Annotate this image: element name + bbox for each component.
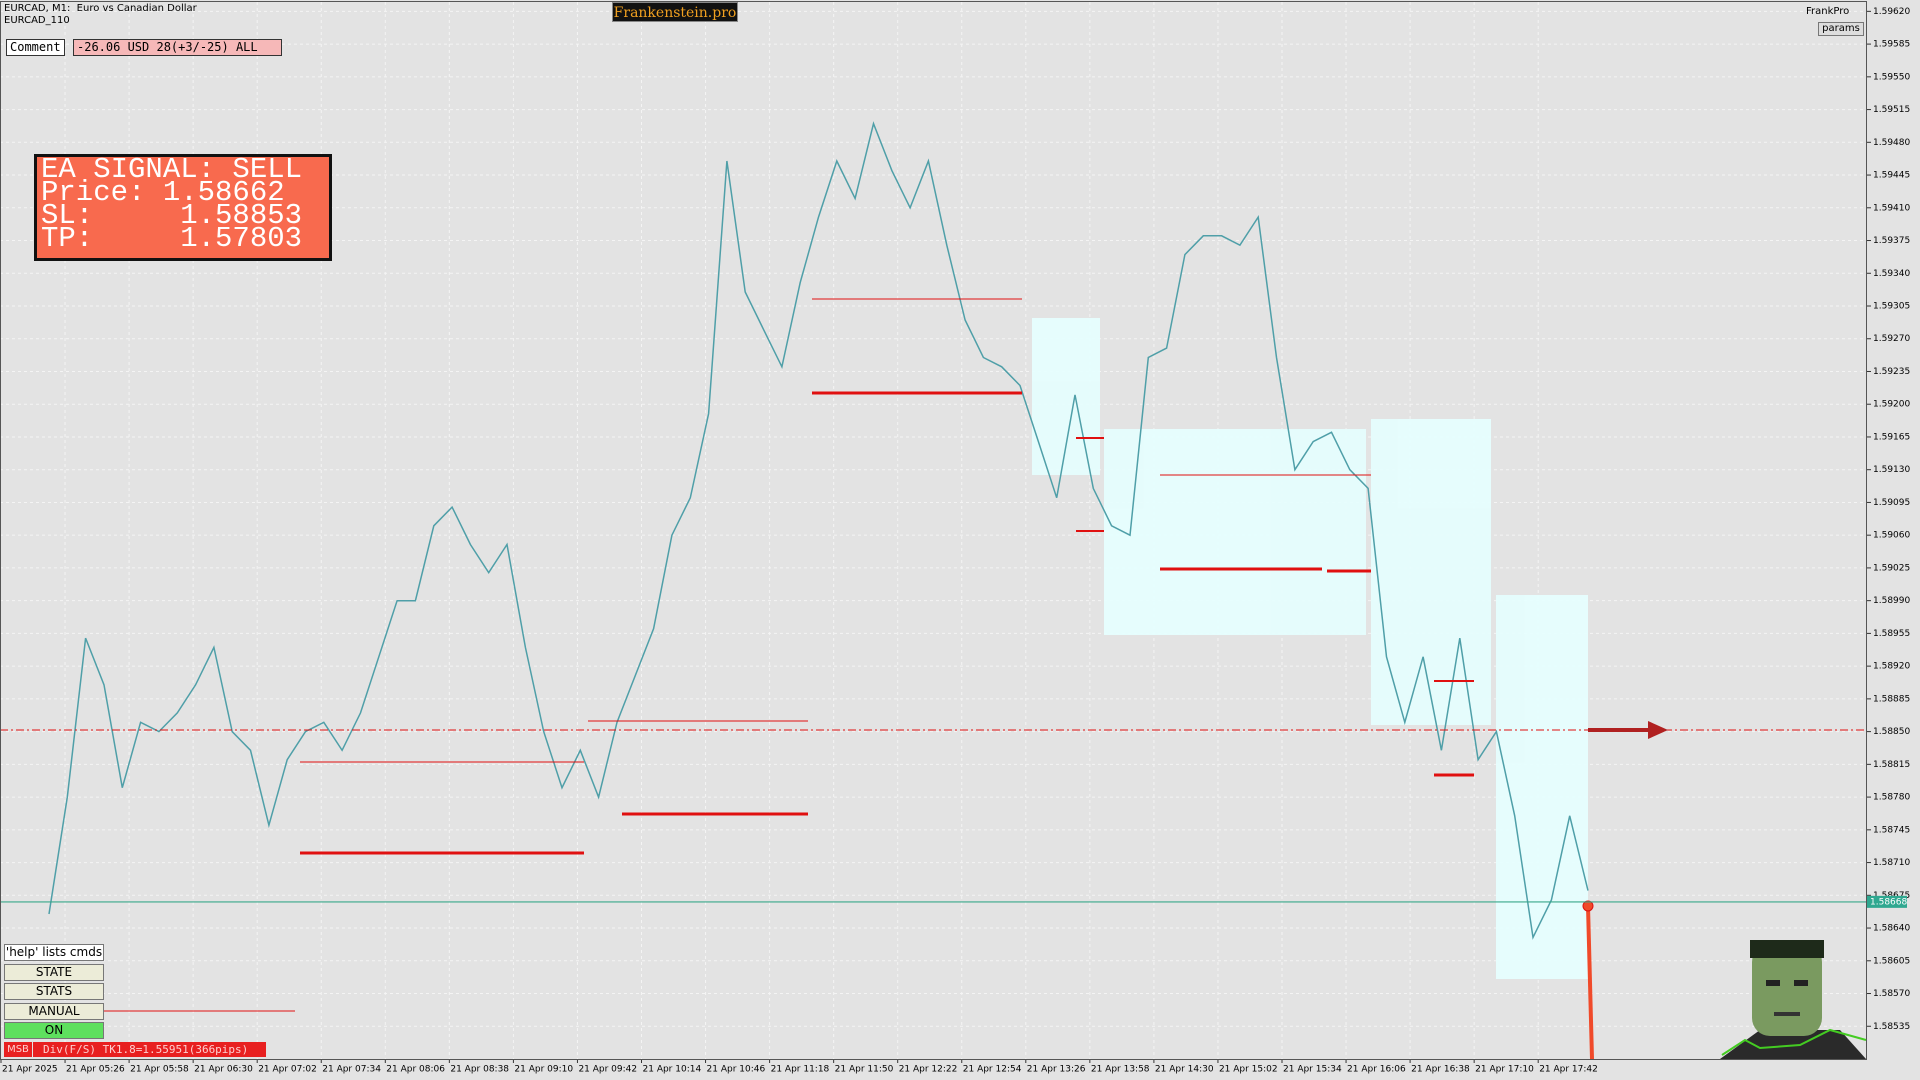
- logo-head: [1752, 944, 1822, 1036]
- x-tick-label: 21 Apr 13:58: [1091, 1065, 1150, 1075]
- x-tick-label: 21 Apr 09:42: [578, 1065, 637, 1075]
- y-tick-label: 1.59410: [1873, 203, 1910, 213]
- x-tick-label: 21 Apr 07:34: [322, 1065, 381, 1075]
- comment-value: -26.06 USD 28(+3/-25) ALL: [73, 39, 282, 56]
- zone: [1371, 419, 1491, 725]
- x-tick-label: 21 Apr 16:38: [1411, 1065, 1470, 1075]
- y-tick-label: 1.58850: [1873, 727, 1910, 737]
- current-price-box: [1867, 895, 1907, 908]
- symbol: EURCAD, M1: Euro vs Canadian Dollar: [4, 3, 197, 14]
- comment-label: Comment: [6, 39, 65, 56]
- signal-line: TP: 1.57803: [41, 222, 303, 255]
- x-tick-label: 21 Apr 17:42: [1539, 1065, 1598, 1075]
- zone: [1104, 429, 1366, 635]
- user: FrankPro: [1806, 6, 1850, 17]
- x-tick-label: 21 Apr 12:54: [963, 1065, 1022, 1075]
- price-line: [48, 121, 1589, 940]
- x-tick-label: 21 Apr 10:14: [643, 1065, 702, 1075]
- x-tick-label: 21 Apr 11:50: [835, 1065, 894, 1075]
- signal-line: Price: 1.58662: [41, 176, 285, 209]
- button[interactable]: ON: [4, 1022, 104, 1039]
- x-tick-label: 21 Apr 10:46: [707, 1065, 766, 1075]
- y-tick-label: 1.59445: [1873, 171, 1910, 181]
- y-tick-label: 1.58990: [1873, 596, 1910, 606]
- logo-face: [1720, 940, 1867, 1059]
- axes: 1.59620 1.59585 1.59550 1.59515 1.59480 1.594…: [0, 7, 1910, 1075]
- x-tick-label: 21 Apr 09:10: [514, 1065, 573, 1075]
- zone: [1496, 595, 1588, 979]
- signal-line: SL: 1.58853: [41, 199, 303, 232]
- status-tag: MSB: [4, 1042, 32, 1057]
- y-tick-label: 1.59165: [1873, 432, 1910, 442]
- button[interactable]: STATE: [4, 964, 104, 981]
- x-tick-label: 21 Apr 15:02: [1219, 1065, 1278, 1075]
- logo-eye: [1794, 980, 1808, 986]
- y-tick-label: 1.59515: [1873, 105, 1910, 115]
- current-price-label: 1.58668: [1870, 897, 1907, 907]
- price-layer: [48, 121, 1589, 940]
- x-tick-label: 21 Apr 05:58: [130, 1065, 189, 1075]
- y-tick-label: 1.59585: [1873, 40, 1910, 50]
- y-tick-label: 1.59235: [1873, 367, 1910, 377]
- x-tick-label: 21 Apr 08:06: [386, 1065, 445, 1075]
- y-tick-label: 1.59550: [1873, 72, 1910, 82]
- logo-shoulders: [1720, 1030, 1866, 1059]
- status-text: Div(F/S) TK1.8=1.55951(366pips): [33, 1042, 266, 1057]
- x-tick-label: 21 Apr 15:34: [1283, 1065, 1342, 1075]
- x-tick-label: 21 Apr 14:30: [1155, 1065, 1214, 1075]
- x-tick-label: 21 Apr 11:18: [771, 1065, 830, 1075]
- x-tick-label: 21 Apr 16:06: [1347, 1065, 1406, 1075]
- y-tick-label: 1.58570: [1873, 989, 1910, 999]
- y-tick-label: 1.59620: [1873, 7, 1910, 17]
- button: 'help' lists cmds: [4, 944, 104, 961]
- x-tick-label: 21 Apr 07:02: [258, 1065, 317, 1075]
- y-tick-label: 1.59480: [1873, 138, 1910, 148]
- marker: [1582, 900, 1594, 912]
- x-tick-label: 21 Apr 2025: [2, 1065, 58, 1075]
- logo-line: [1721, 1028, 1867, 1056]
- logo-hair: [1750, 940, 1824, 958]
- x-tick-label: 21 Apr 06:30: [194, 1065, 253, 1075]
- y-tick-label: 1.59270: [1873, 334, 1910, 344]
- logo-eye: [1766, 980, 1780, 986]
- y-tick-label: 1.58640: [1873, 924, 1910, 934]
- x-tick-label: 21 Apr 08:38: [450, 1065, 509, 1075]
- signal-box: EA SIGNAL: SELL Price: 1.58662 SL: 1.58853…: [34, 154, 332, 261]
- levels: [0, 298, 1867, 1060]
- x-tick-label: 21 Apr 12:22: [899, 1065, 958, 1075]
- y-tick-label: 1.58710: [1873, 858, 1910, 868]
- y-tick-label: 1.59130: [1873, 465, 1910, 475]
- button[interactable]: STATS: [4, 983, 104, 1000]
- y-tick-label: 1.58815: [1873, 760, 1910, 770]
- y-tick-label: 1.58745: [1873, 825, 1910, 835]
- y-tick-label: 1.59060: [1873, 531, 1910, 541]
- x-tick-label: 21 Apr 05:26: [66, 1065, 125, 1075]
- y-tick-label: 1.59095: [1873, 498, 1910, 508]
- projection: [1586, 905, 1594, 1060]
- template: EURCAD_110: [4, 15, 70, 26]
- signal-line: EA SIGNAL: SELL: [41, 153, 303, 186]
- y-tick-label: 1.58885: [1873, 694, 1910, 704]
- y-tick-label: 1.59375: [1873, 236, 1910, 246]
- button[interactable]: MANUAL: [4, 1003, 104, 1020]
- y-tick-label: 1.58955: [1873, 629, 1910, 639]
- x-tick-label: 21 Apr 13:26: [1027, 1065, 1086, 1075]
- arrow-head: [1648, 721, 1668, 739]
- plot-frame: [0, 1, 1867, 1060]
- y-tick-label: 1.58605: [1873, 956, 1910, 966]
- y-tick-label: 1.58780: [1873, 793, 1910, 803]
- y-tick-label: 1.59340: [1873, 269, 1910, 279]
- logo-mouth: [1774, 1012, 1800, 1016]
- y-tick-label: 1.59200: [1873, 400, 1910, 410]
- x-tick-label: 21 Apr 17:10: [1475, 1065, 1534, 1075]
- brand: Frankenstein.pro: [612, 2, 738, 22]
- y-tick-label: 1.59305: [1873, 302, 1910, 312]
- y-tick-label: 1.58920: [1873, 662, 1910, 672]
- y-tick-label: 1.58535: [1873, 1022, 1910, 1032]
- y-tick-label: 1.59025: [1873, 563, 1910, 573]
- y-tick-label: 1.58675: [1873, 891, 1910, 901]
- params-button[interactable]: params: [1818, 22, 1864, 36]
